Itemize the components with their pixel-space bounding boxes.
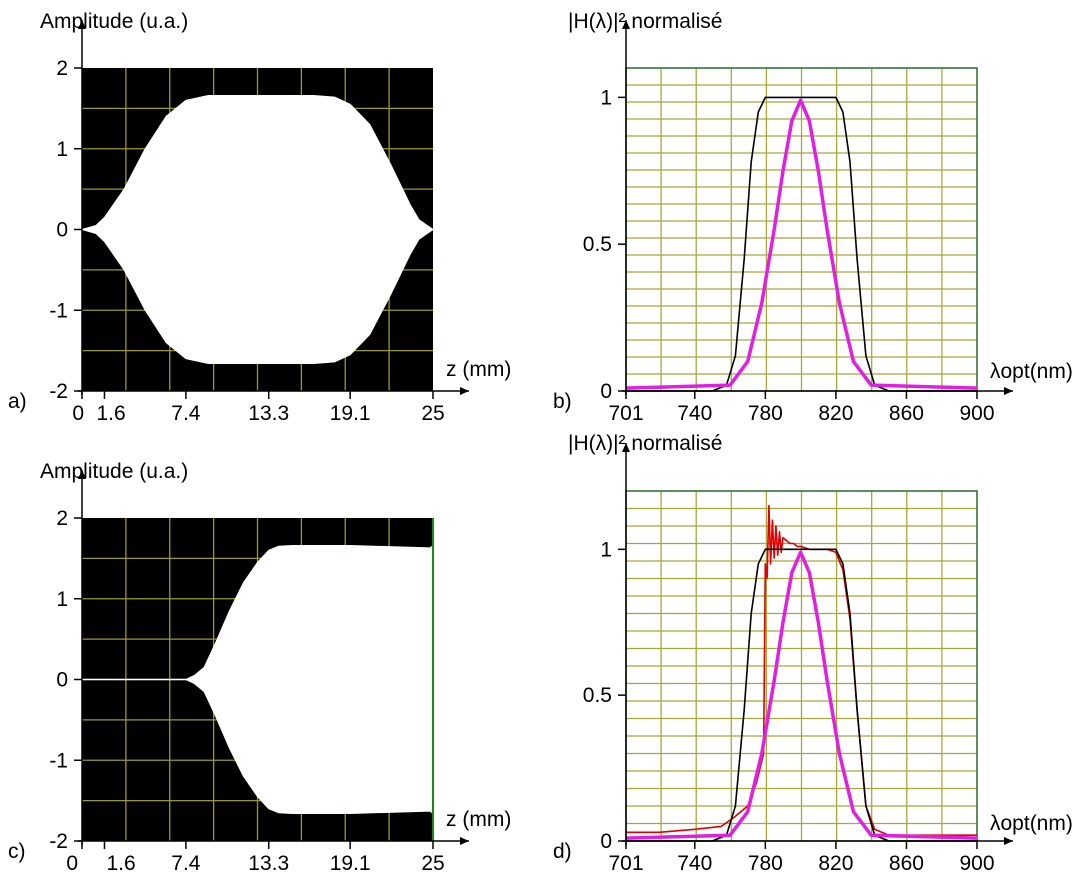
x-tick-label: 13.3: [248, 852, 289, 875]
y-tick-label: -1: [49, 749, 68, 772]
panel-d: 0 0.5 1 701 740 780 820 860 900 |H(λ)|² normalisé…: [553, 432, 1073, 875]
x-tick-label: 780: [748, 852, 783, 875]
x-tick-label: 25: [421, 852, 444, 875]
x-tick-label: 7.4: [171, 402, 201, 425]
x-axis-label: λopt(nm): [990, 812, 1073, 835]
x-tick-label: 820: [818, 402, 853, 425]
x-tick-label: 860: [889, 852, 924, 875]
x-tick-label: 0: [72, 402, 84, 425]
y-axis-label: |H(λ)|² normalisé: [568, 432, 722, 455]
x-tick-label: 900: [959, 852, 994, 875]
y-tick-label: 0: [600, 830, 612, 853]
y-axis-arrow-head: [78, 20, 86, 29]
x-tick-label: 740: [677, 402, 712, 425]
x-tick-label: 1.6: [96, 402, 125, 425]
y-axis-label: |H(λ)|² normalisé: [568, 10, 722, 33]
x-tick-label: 701: [608, 402, 643, 425]
y-tick-label: 0.5: [583, 233, 612, 256]
y-tick-label: 0: [56, 669, 68, 692]
x-axis-label: z (mm): [446, 358, 511, 381]
y-axis-arrow-head: [78, 470, 86, 479]
panel-letter: c): [8, 840, 26, 863]
x-tick-label: 13.3: [248, 402, 289, 425]
y-tick-label: -2: [49, 380, 68, 403]
x-axis-label: λopt(nm): [990, 360, 1073, 383]
x-tick-label: 19.1: [330, 402, 371, 425]
panel-a: -2 -1 0 1 2 0 1.6 7.4 13.3 19.1 25 Amplitude (u.a.)…: [8, 10, 511, 425]
x-tick-label: 0: [66, 852, 78, 875]
y-tick-label: 1: [56, 138, 68, 161]
y-tick-label: 0: [600, 380, 612, 403]
x-tick-label: 25: [421, 402, 444, 425]
panel-b: 0 0.5 1 701 740 780 820 860 900 |H(λ)|² normalisé…: [553, 10, 1073, 425]
x-axis-arrow-head: [1004, 387, 1013, 395]
x-axis-arrow-head: [1004, 837, 1013, 845]
y-tick-label: -2: [49, 830, 68, 853]
y-tick-label: -1: [49, 299, 68, 322]
x-tick-label: 740: [677, 852, 712, 875]
x-axis-arrow-head: [460, 837, 469, 845]
series-line-1: [625, 98, 978, 390]
y-axis-arrow-head: [622, 20, 630, 29]
x-tick-label: 860: [889, 402, 924, 425]
panel-letter: a): [8, 390, 27, 413]
y-tick-label: 1: [600, 86, 612, 109]
y-tick-label: 1: [600, 538, 612, 561]
y-axis-label: Amplitude (u.a.): [40, 460, 188, 483]
x-tick-label: 820: [818, 852, 853, 875]
x-tick-label: 7.4: [171, 852, 201, 875]
y-tick-label: 2: [56, 57, 68, 80]
y-tick-label: 2: [56, 507, 68, 530]
series-line-1: [626, 548, 977, 842]
x-tick-label: 19.1: [330, 852, 371, 875]
y-tick-label: 0: [56, 219, 68, 242]
x-tick-label: 1.6: [106, 852, 135, 875]
series-line-2: [625, 550, 978, 840]
series-line-0: [626, 96, 977, 392]
y-axis-arrow-head: [622, 443, 630, 452]
panel-letter: b): [553, 390, 572, 413]
x-tick-label: 701: [608, 852, 643, 875]
y-tick-label: 0.5: [583, 684, 612, 707]
panel-letter: d): [553, 840, 572, 863]
panel-c: -2 -1 0 1 2 0 1.6 7.4 13.3 19.1 25 Amplitude (u.a.)…: [8, 460, 511, 875]
y-tick-label: 1: [56, 588, 68, 611]
x-axis-arrow-head: [460, 387, 469, 395]
y-axis-label: Amplitude (u.a.): [40, 10, 188, 33]
x-tick-label: 900: [959, 402, 994, 425]
x-axis-label: z (mm): [446, 808, 511, 831]
x-tick-label: 780: [748, 402, 783, 425]
